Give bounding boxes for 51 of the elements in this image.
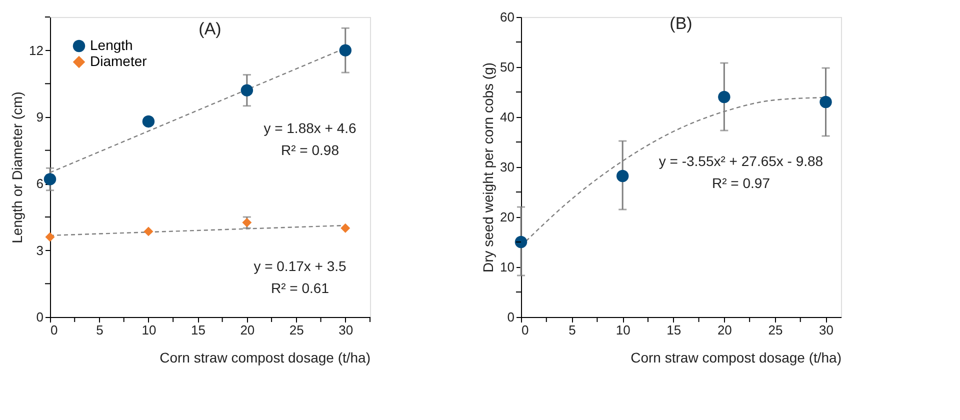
x-tick-label: 10 xyxy=(616,322,630,338)
x-tick-label: 30 xyxy=(819,322,834,338)
point xyxy=(142,115,155,128)
point xyxy=(616,170,629,182)
point xyxy=(339,44,352,56)
legend-label: Diameter xyxy=(90,53,148,69)
y-axis-title: Length or Diameter (cm) xyxy=(9,92,26,244)
y-axis-title: Dry seed weight per corn cobs (g) xyxy=(480,62,496,273)
legend-label: Length xyxy=(90,37,133,53)
y-tick-label: 0 xyxy=(36,310,44,324)
y-tick-label: 20 xyxy=(500,210,514,224)
point xyxy=(44,173,56,186)
y-tick-label: 60 xyxy=(500,10,514,24)
y-tick-label: 9 xyxy=(36,110,44,124)
point xyxy=(144,226,154,236)
y-tick-label: 12 xyxy=(29,42,44,58)
x-tick-label: 20 xyxy=(717,322,732,338)
annotation: y = -3.55x² + 27.65x - 9.88 xyxy=(658,153,824,169)
x-tick-label: 20 xyxy=(240,322,255,338)
annotation: R² = 0.97 xyxy=(712,175,770,191)
point xyxy=(820,96,832,108)
point xyxy=(340,223,350,233)
annotation: y = 0.17x + 3.5 xyxy=(254,258,347,274)
y-tick-label: 6 xyxy=(36,176,44,192)
x-tick-label: 25 xyxy=(768,322,783,338)
point xyxy=(45,232,55,242)
y-tick-label: 10 xyxy=(500,260,514,274)
y-tick-label: 30 xyxy=(500,160,514,174)
point xyxy=(514,236,528,248)
x-tick-label: 10 xyxy=(142,322,156,338)
x-tick-label: 5 xyxy=(96,322,104,338)
x-axis-title: Corn straw compost dosage (t/ha) xyxy=(630,350,842,366)
x-tick-label: 30 xyxy=(338,322,354,338)
annotation: R² = 0.61 xyxy=(271,280,330,296)
point xyxy=(240,84,254,96)
x-tick-label: 15 xyxy=(666,322,682,338)
chart-title: (B) xyxy=(670,14,692,33)
x-tick-label: 0 xyxy=(50,322,58,338)
annotation: R² = 0.98 xyxy=(281,142,340,158)
x-tick-label: 0 xyxy=(522,322,529,338)
x-tick-label: 5 xyxy=(568,322,576,338)
x-tick-label: 15 xyxy=(190,322,206,338)
y-tick-label: 40 xyxy=(500,110,514,124)
chart-title: (A) xyxy=(198,20,222,38)
point xyxy=(718,90,730,104)
y-tick-label: 50 xyxy=(500,60,514,74)
x-axis-title: Corn straw compost dosage (t/ha) xyxy=(160,350,370,366)
y-tick-label: 0 xyxy=(507,310,514,324)
x-tick-label: 25 xyxy=(289,322,304,338)
annotation: y = 1.88x + 4.6 xyxy=(264,120,357,136)
y-tick-label: 3 xyxy=(36,242,44,258)
